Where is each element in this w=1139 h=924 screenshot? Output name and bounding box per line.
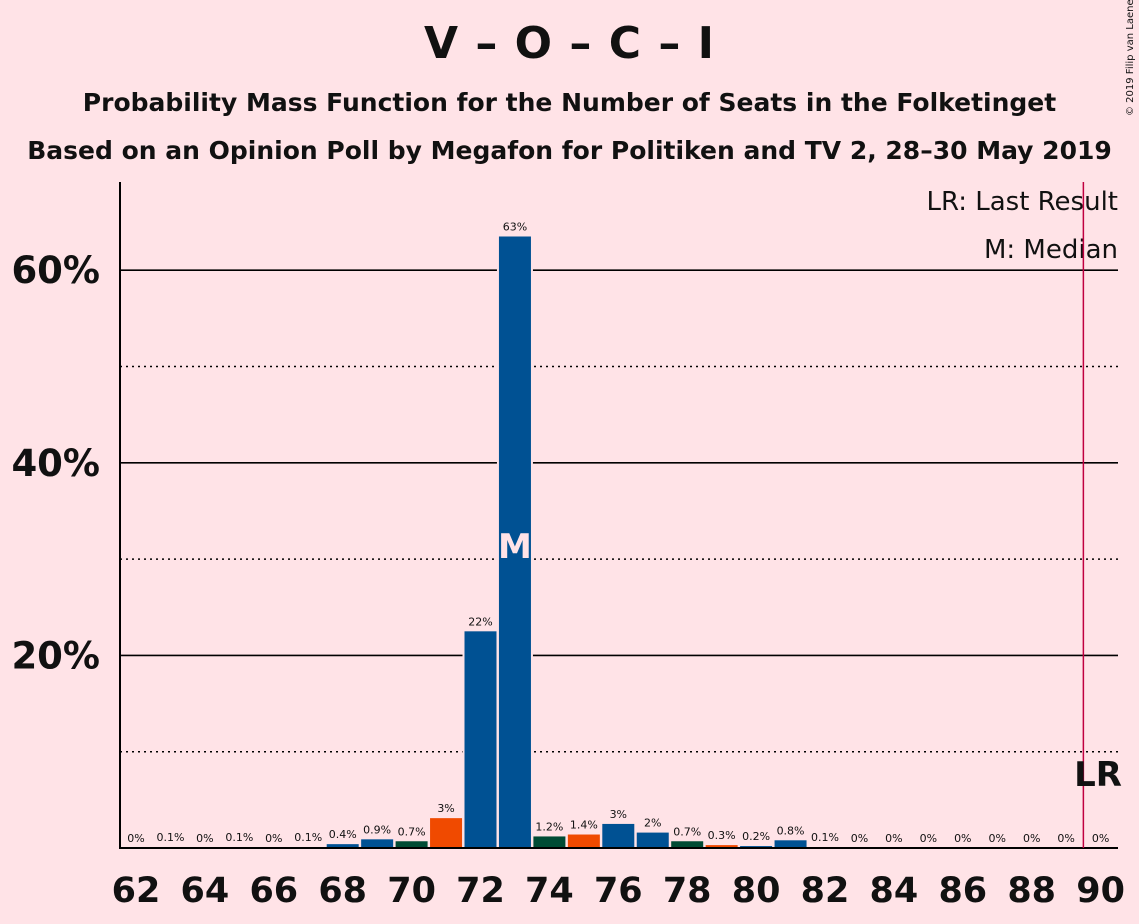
data-label-seats-62: 0%: [127, 832, 144, 845]
bar-seats-81: [774, 840, 807, 848]
bar-seats-69: [361, 839, 394, 848]
bar-seats-75: [567, 834, 600, 848]
data-label-seats-85: 0%: [920, 832, 937, 845]
x-tick-label: 78: [663, 871, 712, 911]
bar-seats-76: [602, 823, 635, 848]
gridlines: [120, 269, 1118, 753]
data-label-seats-70: 0.7%: [398, 825, 426, 838]
data-label-seats-82: 0.1%: [811, 831, 839, 844]
bar-halo: [807, 845, 843, 848]
legend-bg: [973, 230, 1118, 268]
data-label-seats-74: 1.2%: [535, 820, 563, 833]
data-label-seats-84: 0%: [885, 832, 902, 845]
bar-seats-78: [671, 841, 704, 848]
x-tick-label: 70: [387, 871, 436, 911]
x-tick-label: 76: [594, 871, 643, 911]
x-tick-label: 66: [249, 871, 298, 911]
bars: [152, 234, 843, 848]
bar-data-labels: 0% 0.1% 0% 0.1% 0% 0.1% 0.4% 0.9% 0.7% 3% 22% 63% 1.…: [127, 220, 1109, 845]
legend: LR: Last Result M: Median: [883, 182, 1118, 268]
x-tick-label: 74: [525, 871, 574, 911]
data-label-seats-90: 0%: [1092, 832, 1109, 845]
axes: [119, 182, 1118, 849]
bar-seats-74: [533, 836, 566, 848]
bar-halo: [290, 845, 327, 848]
markers: M LR: [498, 182, 1122, 848]
x-tick-label: 72: [456, 871, 505, 911]
y-axis-tick-labels: 20% 40% 60%: [11, 249, 100, 677]
data-label-seats-66: 0%: [265, 832, 282, 845]
data-label-seats-63: 0.1%: [156, 831, 184, 844]
legend-entry: M: Median: [984, 235, 1118, 265]
bar-seats-72: [464, 631, 497, 848]
x-tick-label: 84: [870, 871, 919, 911]
last-result-label: LR: [1074, 755, 1122, 795]
data-label-seats-81: 0.8%: [777, 824, 805, 837]
data-label-seats-75: 1.4%: [570, 819, 598, 832]
y-tick-label: 20%: [11, 634, 100, 677]
data-label-seats-65: 0.1%: [225, 831, 253, 844]
median-marker: M: [498, 527, 532, 567]
data-label-seats-68: 0.4%: [329, 828, 357, 841]
bar-halo: [221, 845, 258, 848]
bar-seats-71: [430, 818, 463, 848]
x-tick-label: 68: [318, 871, 367, 911]
data-label-seats-80: 0.2%: [742, 830, 770, 843]
data-label-seats-69: 0.9%: [363, 823, 391, 836]
data-label-seats-87: 0%: [989, 832, 1006, 845]
data-label-seats-88: 0%: [1023, 832, 1040, 845]
data-label-seats-86: 0%: [954, 832, 971, 845]
data-label-seats-83: 0%: [851, 832, 868, 845]
bar-seats-70: [395, 841, 428, 848]
x-tick-label: 82: [801, 871, 850, 911]
bar-halo: [152, 845, 189, 848]
bar-seats-77: [636, 832, 669, 848]
x-tick-label: 80: [732, 871, 781, 911]
data-label-seats-78: 0.7%: [673, 825, 701, 838]
y-tick-label: 40%: [11, 442, 100, 485]
x-tick-label: 88: [1007, 871, 1056, 911]
y-tick-label: 60%: [11, 249, 100, 292]
data-label-seats-72: 22%: [468, 615, 492, 628]
data-label-seats-67: 0.1%: [294, 831, 322, 844]
chart-title: V – O – C – I: [423, 18, 716, 69]
data-label-seats-79: 0.3%: [708, 829, 736, 842]
data-label-seats-71: 3%: [437, 802, 454, 815]
bar-seats-79: [705, 845, 738, 848]
data-label-seats-76: 3%: [610, 808, 627, 821]
bar-halo: [738, 844, 775, 848]
legend-entry: LR: Last Result: [926, 187, 1118, 217]
x-tick-label: 64: [181, 871, 230, 911]
bar-seats-68: [326, 844, 359, 848]
x-tick-label: 62: [112, 871, 161, 911]
chart-source-subtitle: Based on an Opinion Poll by Megafon for …: [27, 136, 1112, 165]
chart-subtitle: Probability Mass Function for the Number…: [82, 88, 1057, 117]
data-label-seats-89: 0%: [1057, 832, 1074, 845]
x-axis-tick-labels: 62 64 66 68 70 72 74 76 78 80 82 84 86 88 90: [112, 871, 1125, 911]
bar-seats-73: [498, 236, 531, 848]
data-label-seats-64: 0%: [196, 832, 213, 845]
x-tick-label: 90: [1076, 871, 1125, 911]
x-tick-label: 86: [938, 871, 987, 911]
data-label-seats-73: 63%: [503, 220, 527, 233]
data-label-seats-77: 2%: [644, 817, 661, 830]
legend-bg: [883, 182, 1118, 220]
